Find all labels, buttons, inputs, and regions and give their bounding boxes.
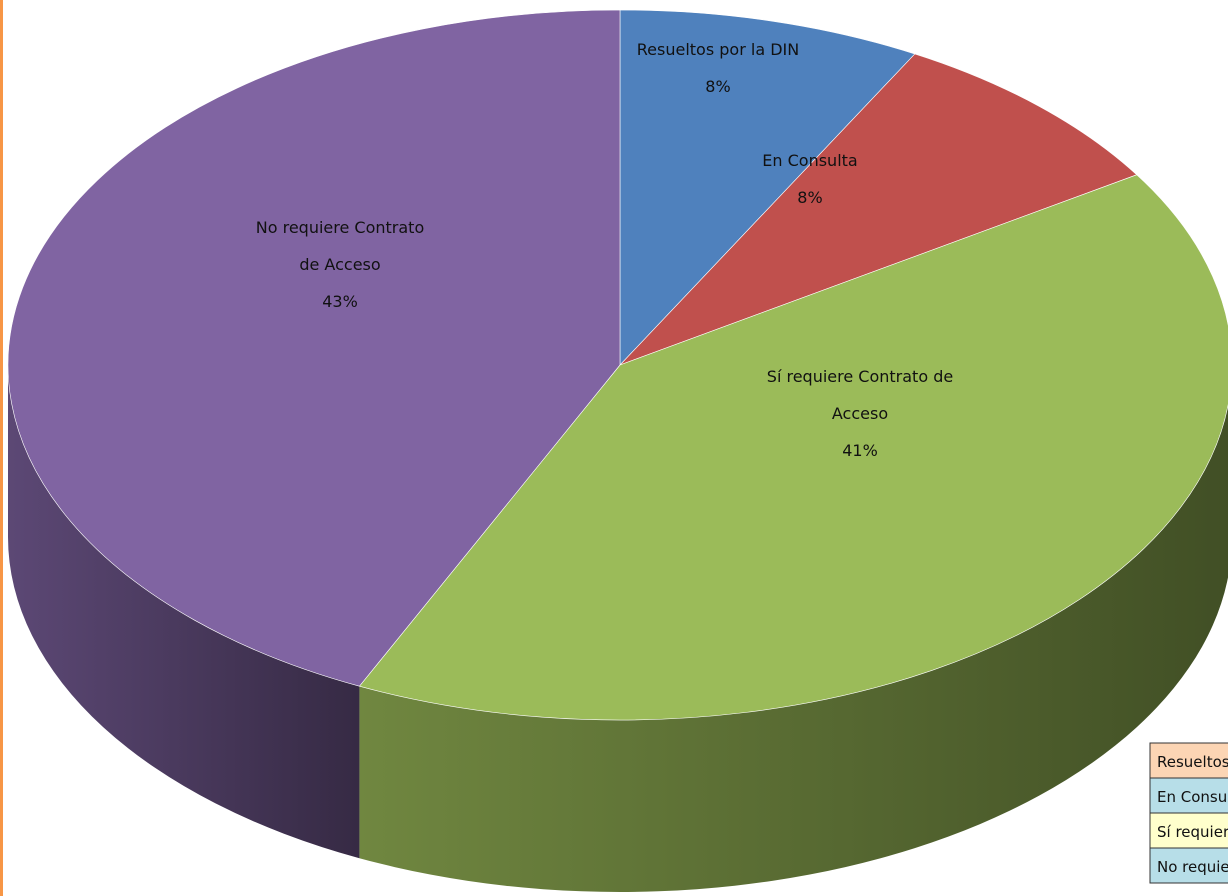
- slice-side: [8, 365, 360, 859]
- legend-label: Resueltos por la DIN: [1157, 753, 1228, 771]
- value-label: 43%: [322, 292, 358, 311]
- legend-label: En Consulta: [1157, 788, 1228, 806]
- slice: [7, 9, 621, 687]
- slice-label: Resueltos por la DIN: [637, 40, 799, 59]
- value-label: 41%: [842, 441, 878, 460]
- frame-edge: [0, 0, 3, 896]
- slice-label: En Consulta: [762, 151, 857, 170]
- slice: [358, 174, 1228, 721]
- legend-row: [1149, 742, 1228, 779]
- value-label: 8%: [705, 77, 730, 96]
- slice: [619, 9, 916, 366]
- legend-row: [1149, 847, 1228, 884]
- value-label: 8%: [797, 188, 822, 207]
- slice-side: [359, 405, 1228, 892]
- legend-label: No requiere Contrato de Acceso: [1157, 858, 1228, 876]
- slice: [619, 53, 1138, 366]
- slice-label: Sí requiere Contrato de Acceso: [767, 367, 953, 423]
- slice-label: No requiere Contrato de Acceso: [256, 218, 424, 274]
- legend-label: Sí requiere Contrato de Acceso: [1157, 823, 1228, 841]
